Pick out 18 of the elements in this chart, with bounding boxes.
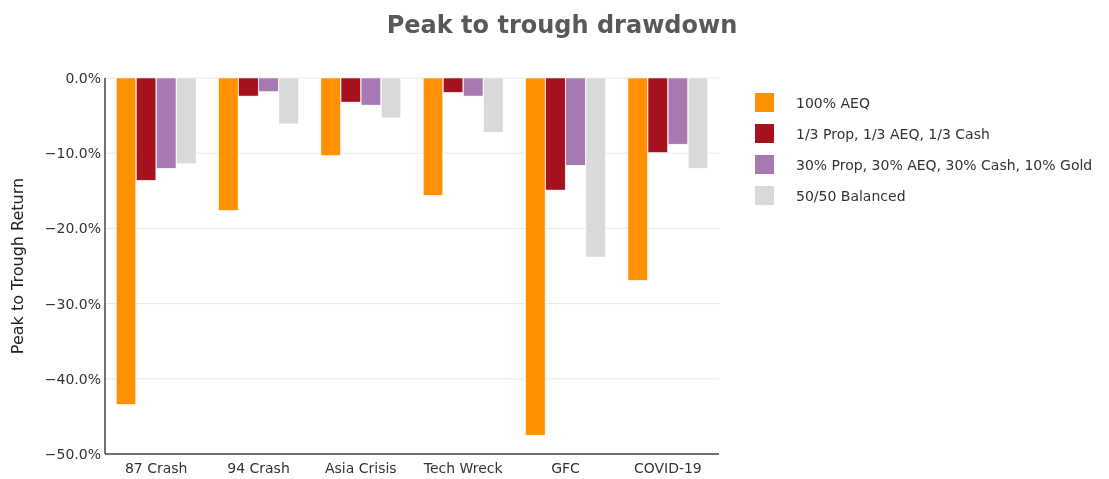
x-tick-label: 87 Crash <box>124 460 188 476</box>
y-tick-label: −20.0% <box>44 220 101 237</box>
y-tick-label: 0.0% <box>65 69 101 86</box>
y-tick-label: −30.0% <box>44 295 101 312</box>
legend-label: 30% Prop, 30% AEQ, 30% Cash, 10% Gold <box>796 156 1093 173</box>
chart-title: Peak to trough drawdown <box>386 11 738 39</box>
x-tick-label: Tech Wreck <box>422 460 504 476</box>
y-tick-label: −40.0% <box>44 370 101 387</box>
x-tick-label: COVID-19 <box>633 460 702 476</box>
y-axis-title: Peak to Trough Return <box>8 177 27 355</box>
x-tick-label: 94 Crash <box>227 460 290 476</box>
legend-label: 100% AEQ <box>796 94 870 111</box>
legend-label: 1/3 Prop, 1/3 AEQ, 1/3 Cash <box>796 125 990 142</box>
legend-label: 50/50 Balanced <box>796 187 906 204</box>
x-tick-label: Asia Crisis <box>324 460 397 476</box>
y-tick-label: −10.0% <box>44 145 101 162</box>
x-tick-label: GFC <box>551 460 581 476</box>
y-tick-label: −50.0% <box>44 445 101 462</box>
